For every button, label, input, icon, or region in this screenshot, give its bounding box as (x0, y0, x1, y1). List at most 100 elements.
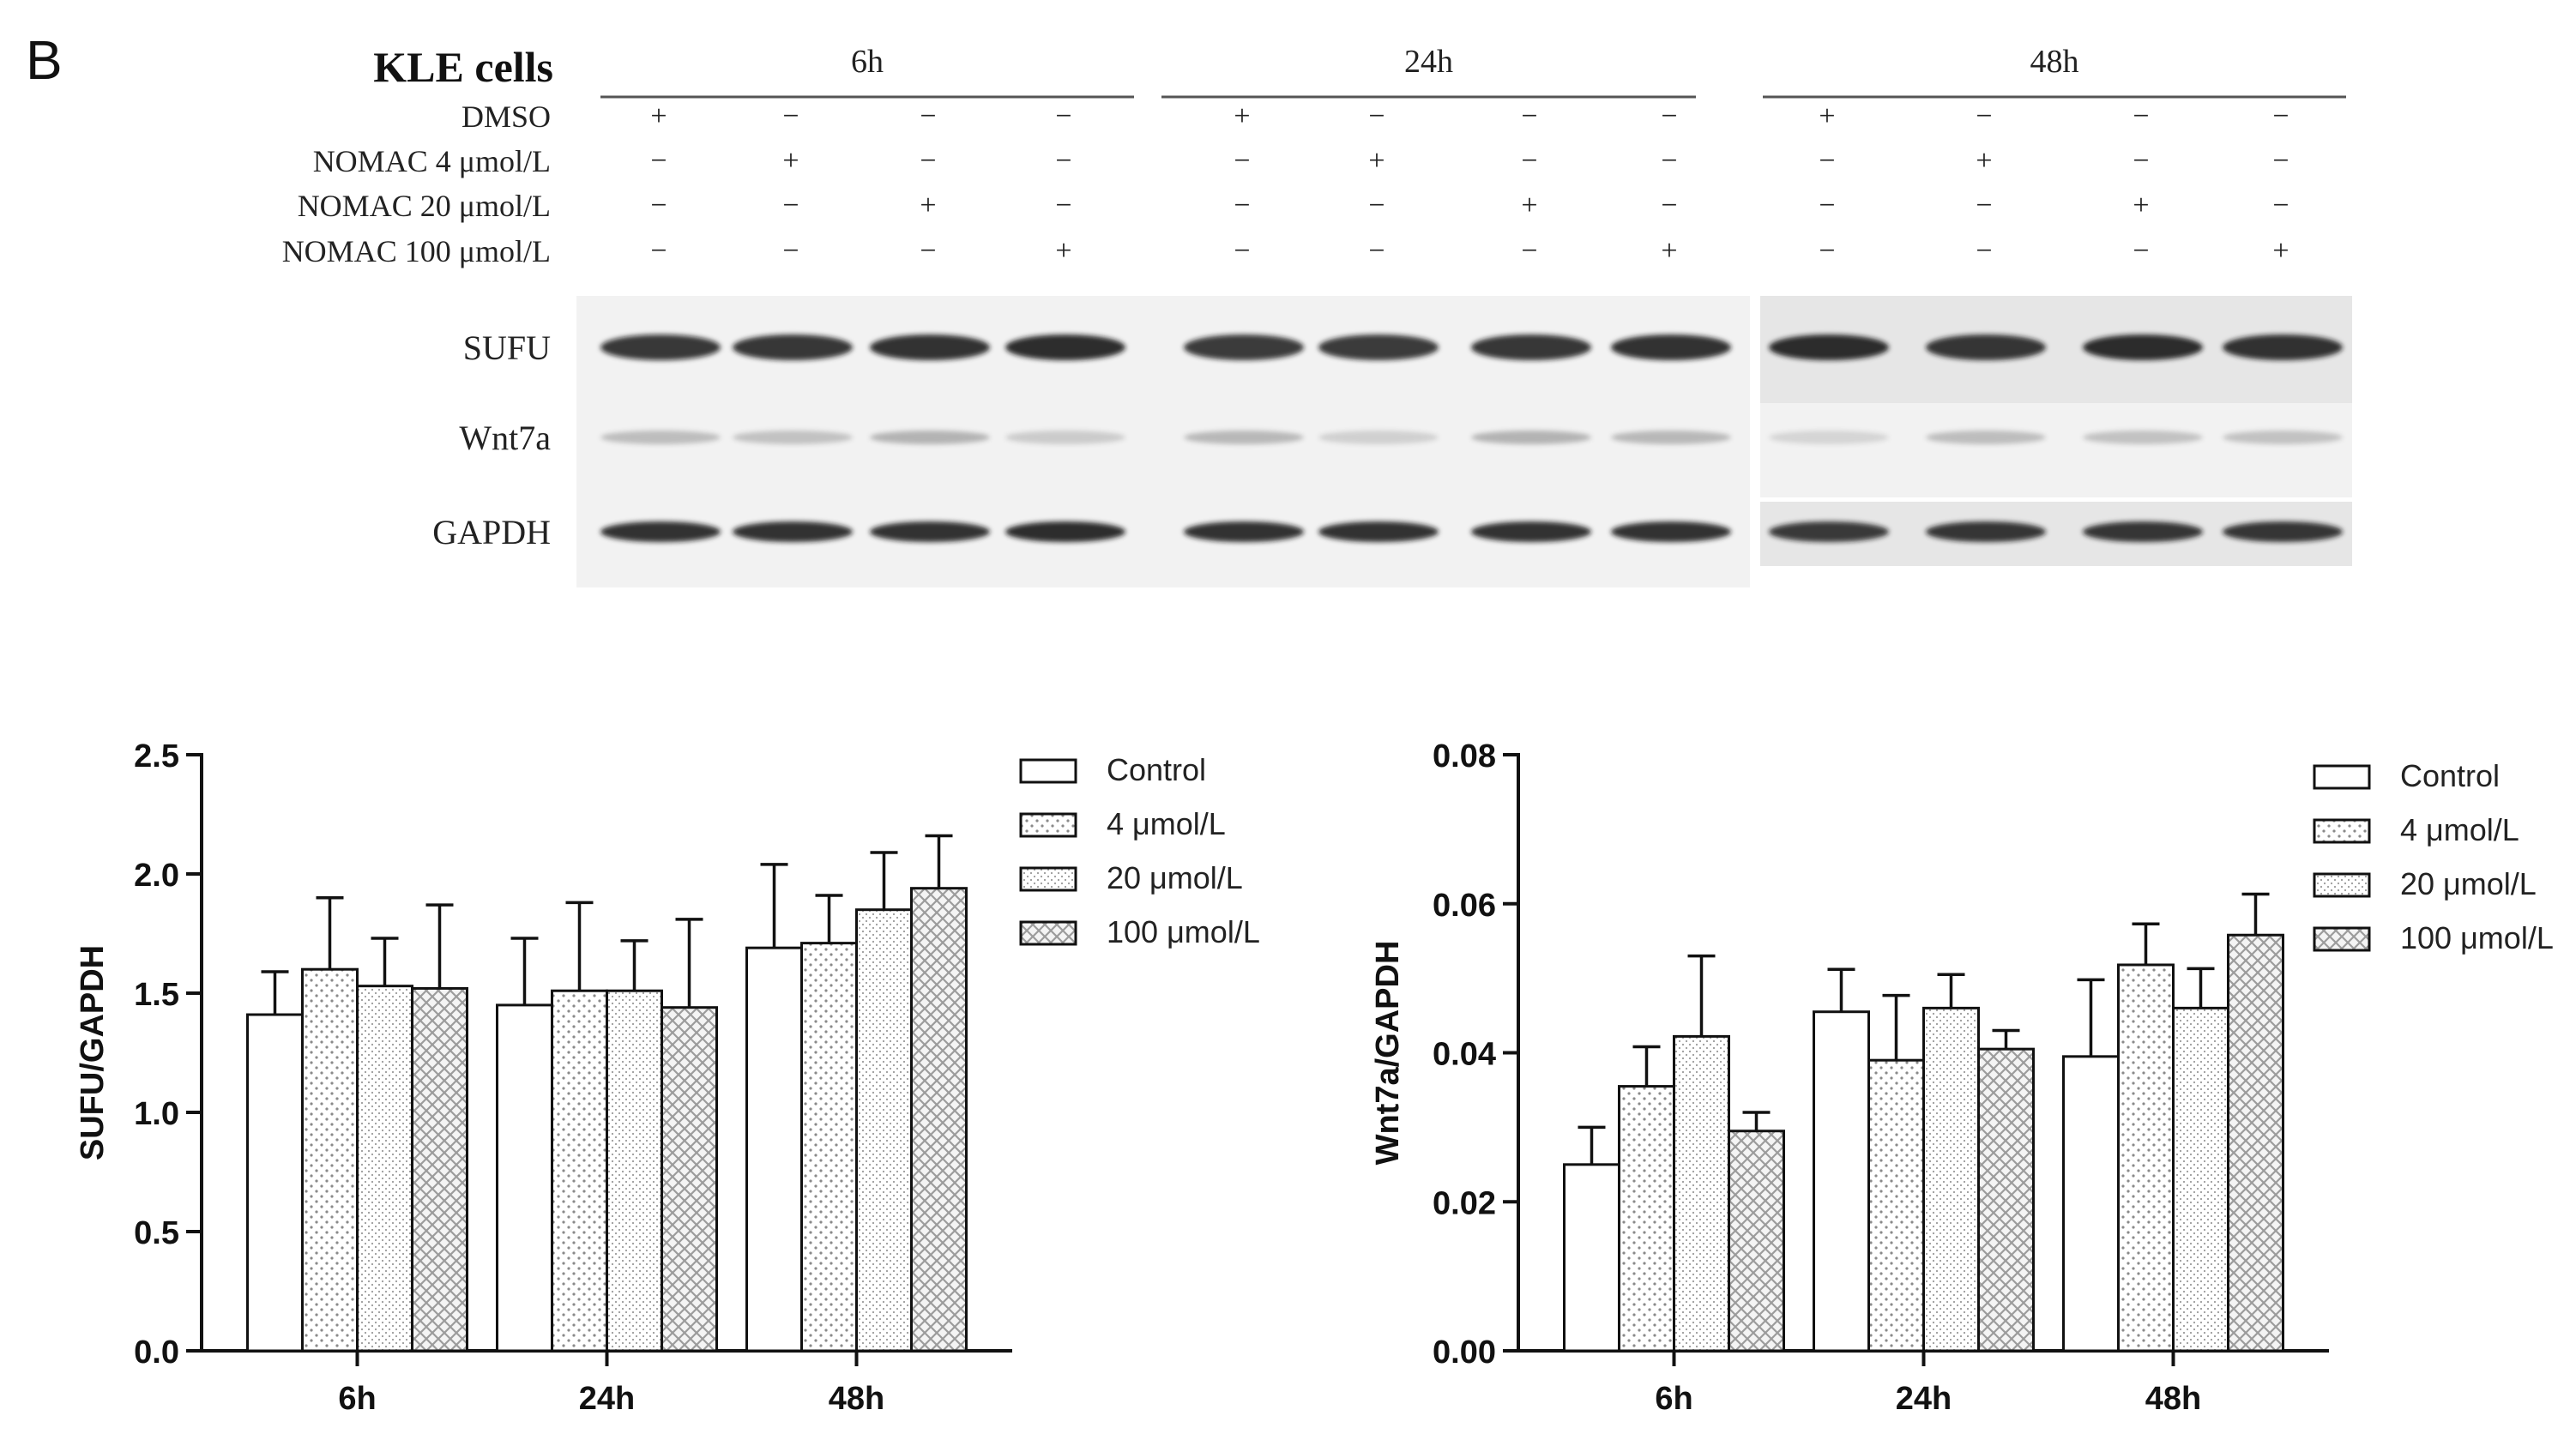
minus-sign: − (920, 145, 936, 177)
blot-band-wnt7a (2083, 431, 2203, 444)
bar (855, 908, 913, 1353)
bar (1867, 1058, 1925, 1353)
plus-sign: + (1055, 235, 1071, 267)
y-tick-label: 0.04 (1433, 1037, 1496, 1073)
blot-panel-right-wnt7a (1760, 403, 2352, 497)
bar (2062, 1055, 2120, 1353)
time-group-label: 24h (1404, 44, 1453, 80)
minus-sign: − (1976, 235, 1992, 267)
panel-letter: B (26, 29, 63, 91)
minus-sign: − (1819, 145, 1835, 177)
chart-legend: Control 4 μmol/L 20 μmol/L 100 μmol/L (1019, 752, 1260, 949)
blot-band-gapdh (1318, 521, 1439, 542)
minus-sign: − (1661, 190, 1677, 221)
blot-band-wnt7a (1005, 431, 1125, 444)
wnt7a-bar-chart: 0.00 0.02 0.04 0.06 0.08 Wnt7a/GAPDH 6h 24h 48h C… (1370, 738, 2554, 1417)
bar (411, 986, 468, 1353)
protein-labels: SUFU Wnt7a GAPDH (432, 328, 551, 551)
legend-label: 4 μmol/L (1107, 806, 1226, 841)
blot-band-wnt7a (600, 431, 721, 444)
blot-band-gapdh (870, 521, 990, 542)
sufu-bar-chart: 0.0 0.5 1.0 1.5 2.0 2.5 SUFU/GAPDH 6h 24h 48h Cont… (75, 738, 1260, 1417)
y-tick-label: 1.0 (134, 1096, 179, 1132)
legend-swatch (2313, 764, 2371, 790)
y-axis-label: SUFU/GAPDH (75, 945, 111, 1160)
y-tick-label: 0.02 (1433, 1185, 1496, 1221)
minus-sign: − (650, 145, 667, 177)
blot-band-sufu (870, 334, 990, 360)
minus-sign: − (1976, 190, 1992, 221)
legend-swatch (1019, 758, 1077, 784)
plus-sign: + (1661, 235, 1677, 267)
blot-band-wnt7a (733, 431, 853, 444)
y-tick-label: 0.08 (1433, 738, 1496, 774)
legend-label: 4 μmol/L (2400, 812, 2519, 847)
blot-band-sufu (1471, 334, 1591, 360)
blot-band-sufu (733, 334, 853, 360)
x-tick-label: 6h (338, 1381, 376, 1417)
time-group-label: 48h (2030, 44, 2079, 80)
bar (1728, 1130, 1785, 1353)
blot-bands (600, 334, 2343, 542)
protein-label: Wnt7a (459, 419, 551, 457)
blot-band-gapdh (1769, 521, 1889, 542)
blot-band-sufu (2083, 334, 2203, 360)
bar (1673, 1034, 1730, 1353)
bar (1563, 1163, 1620, 1353)
blot-band-gapdh (600, 521, 721, 542)
time-group-headers: 6h 24h 48h (600, 44, 2346, 99)
legend-label: 100 μmol/L (1107, 914, 1260, 949)
blot-band-wnt7a (2223, 431, 2343, 444)
minus-sign: − (1521, 145, 1537, 177)
minus-sign: − (1055, 100, 1071, 132)
y-tick-label: 0.00 (1433, 1335, 1496, 1371)
bar (661, 1006, 718, 1353)
minus-sign: − (1368, 190, 1385, 221)
blot-band-sufu (1184, 334, 1304, 360)
y-axis-label: Wnt7a/GAPDH (1370, 941, 1406, 1166)
legend-swatch (2313, 872, 2371, 898)
treatment-label: DMSO (462, 99, 551, 134)
blot-band-gapdh (1005, 521, 1125, 542)
minus-sign: − (1055, 145, 1071, 177)
minus-sign: − (650, 235, 667, 267)
minus-sign: − (1819, 190, 1835, 221)
blot-band-wnt7a (1926, 431, 2046, 444)
y-tick-label: 0.5 (134, 1215, 179, 1251)
blot-band-wnt7a (1769, 431, 1889, 444)
legend-swatch (1019, 866, 1077, 892)
legend-label: Control (1107, 752, 1206, 787)
blot-band-wnt7a (870, 431, 990, 444)
minus-sign: − (2133, 235, 2149, 267)
minus-sign: − (1661, 145, 1677, 177)
bar (745, 946, 803, 1353)
minus-sign: − (1234, 235, 1250, 267)
bar (301, 967, 359, 1353)
y-tick-label: 2.5 (134, 738, 179, 774)
legend-label: 20 μmol/L (1107, 860, 1243, 895)
blot-band-wnt7a (1318, 431, 1439, 444)
plus-sign: + (2133, 190, 2149, 221)
bar (2227, 933, 2284, 1353)
minus-sign: − (920, 235, 936, 267)
y-tick-label: 1.5 (134, 977, 179, 1013)
time-group-label: 6h (851, 44, 884, 80)
legend-swatch (2313, 926, 2371, 952)
treatment-label: NOMAC 20 μmol/L (298, 189, 551, 223)
blot-header: KLE cells 6h 24h 48h DMSO NOMAC 4 μmol/L NOM… (282, 43, 2346, 268)
blot-band-gapdh (2083, 521, 2203, 542)
blot-band-wnt7a (1611, 431, 1731, 444)
legend-swatch (2313, 818, 2371, 844)
bar (2117, 963, 2175, 1353)
plus-sign: + (1234, 100, 1250, 132)
minus-sign: − (1521, 100, 1537, 132)
blot-band-gapdh (1926, 521, 2046, 542)
minus-sign: − (1234, 190, 1250, 221)
blot-band-sufu (1318, 334, 1439, 360)
chart-legend: Control 4 μmol/L 20 μmol/L 100 μmol/L (2313, 758, 2554, 955)
blot-band-sufu (600, 334, 721, 360)
minus-sign: − (1819, 235, 1835, 267)
bar (800, 942, 858, 1353)
x-tick-label: 24h (579, 1381, 635, 1417)
treatment-label: NOMAC 100 μmol/L (282, 234, 551, 268)
